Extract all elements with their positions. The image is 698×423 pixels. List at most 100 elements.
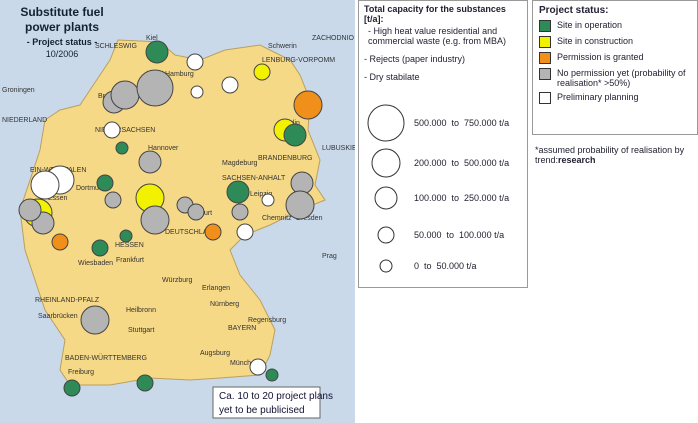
substance: - High heat value residential and commer… <box>368 26 507 46</box>
plant <box>104 191 122 209</box>
substance: - Dry stabilate <box>364 72 420 82</box>
swatch <box>539 20 551 32</box>
map-label: BRANDENBURG <box>258 155 312 162</box>
size-circle <box>371 148 401 178</box>
plant <box>236 223 254 241</box>
map-label: Magdeburg <box>222 160 258 167</box>
plant <box>186 53 204 71</box>
map-label: LUBUSKIE <box>322 145 355 152</box>
map-label: Groningen <box>2 87 35 94</box>
legend-item: Preliminary planning <box>539 92 691 104</box>
size-label: 500.000 to 750.000 t/a <box>414 118 509 128</box>
map-label: Kiel <box>146 35 158 42</box>
map-label: DEUTSCHLAND <box>165 229 218 236</box>
plant <box>204 223 222 241</box>
plant <box>265 368 279 382</box>
map-label: HESSEN <box>115 242 144 249</box>
plant <box>136 374 154 392</box>
footnote-text: *assumed probability of realisation by t… <box>535 145 685 165</box>
legend-label: No permission yet (probability of realis… <box>557 68 686 88</box>
map-label: Frankfurt <box>116 257 144 264</box>
map-label: München <box>230 360 259 367</box>
map-label: Hannover <box>148 145 179 152</box>
map-label: BADEN-WÜRTTEMBERG <box>65 354 147 362</box>
plant <box>80 305 110 335</box>
plant <box>221 76 239 94</box>
map-label: Würzburg <box>162 277 192 284</box>
map: SCHLESWIG Kiel Hamburg Schwerin LENBURG-VORP… <box>0 0 355 423</box>
substance: - Rejects (paper industry) <box>364 54 466 64</box>
note: Ca. 10 to 20 project plans <box>219 391 333 402</box>
footnote-source: research <box>558 155 596 165</box>
subtitle: - Project status - <box>27 37 98 47</box>
swatch <box>539 68 551 80</box>
size-label: 200.000 to 500.000 t/a <box>414 158 509 168</box>
map-label: Dresden <box>296 215 323 222</box>
legend-item: Permission is granted <box>539 52 691 64</box>
legend-label: Permission is granted <box>557 52 644 62</box>
map-label: Wiesbaden <box>78 260 113 267</box>
title: power plants <box>25 20 99 34</box>
swatch <box>539 92 551 104</box>
map-label: Leipzig <box>250 191 272 198</box>
title: Substitute fuel <box>20 5 103 19</box>
plant <box>285 190 315 220</box>
size-circle <box>374 186 398 210</box>
plant <box>96 174 114 192</box>
legend-item: Site in construction <box>539 36 691 48</box>
plant <box>249 358 267 376</box>
size-label: 50.000 to 100.000 t/a <box>414 230 504 240</box>
map-label: Prag <box>322 253 337 260</box>
plant <box>293 90 323 120</box>
map-label: SACHSEN-ANHALT <box>222 175 286 182</box>
footnote: *assumed probability of realisation by t… <box>535 145 695 165</box>
plant <box>91 239 109 257</box>
note-box <box>212 386 321 419</box>
legend-label: Site in operation <box>557 20 623 30</box>
plant <box>115 141 129 155</box>
plant <box>226 180 250 204</box>
plant <box>283 123 307 147</box>
map-label: NIEDERLAND <box>2 117 47 124</box>
plant <box>103 121 121 139</box>
map-label: Regensburg <box>248 317 286 324</box>
swatch <box>539 36 551 48</box>
map-label: Erlangen <box>202 285 230 292</box>
status-legend: Project status: Site in operation Site in… <box>532 0 698 135</box>
legend-title: Project status: <box>539 5 609 16</box>
map-label: Saarbrücken <box>38 313 78 320</box>
note: yet to be publicised <box>219 405 305 416</box>
plant <box>187 203 205 221</box>
legend-label: Preliminary planning <box>557 92 639 102</box>
plant <box>30 170 60 200</box>
plant <box>190 85 204 99</box>
map-label: SCHLESWIG <box>95 43 137 50</box>
plant <box>119 229 133 243</box>
map-label: RHEINLAND-PFALZ <box>35 297 100 304</box>
plant <box>136 69 174 107</box>
date: 10/2006 <box>46 49 79 59</box>
plant <box>261 193 275 207</box>
map-label: Nürnberg <box>210 301 239 308</box>
map-label: Hamburg <box>165 71 194 78</box>
map-label: NIEDERSACHSEN <box>95 127 155 134</box>
map-label: Augsburg <box>200 350 230 357</box>
plant <box>231 203 249 221</box>
map-label: Essen <box>48 195 68 202</box>
size-legend: Total capacity for the substances [t/a]:… <box>358 0 528 288</box>
plant <box>253 63 271 81</box>
plant <box>51 233 69 251</box>
size-circle <box>367 104 405 142</box>
plant <box>18 198 42 222</box>
plant <box>63 379 81 397</box>
size-circle <box>379 259 393 273</box>
size-label: 0 to 50.000 t/a <box>414 261 477 271</box>
map-label: ZACHODNIO <box>312 35 355 42</box>
size-scale: 500.000 to 750.000 t/a 200.000 to 500.000… <box>367 104 509 273</box>
map-label: Schwerin <box>268 43 297 50</box>
map-label: Heilbronn <box>126 307 156 314</box>
plant <box>140 205 170 235</box>
plant <box>145 40 169 64</box>
legend-item: Site in operation <box>539 20 691 32</box>
